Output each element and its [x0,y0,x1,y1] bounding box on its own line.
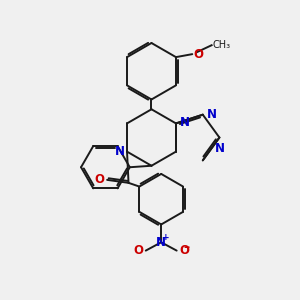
Text: N: N [115,145,125,158]
Text: O: O [179,244,189,257]
Text: O: O [94,173,104,186]
Text: N: N [156,236,166,249]
Text: N: N [180,116,190,129]
Text: N: N [214,142,224,155]
Text: N: N [207,108,217,121]
Text: –: – [183,241,189,254]
Text: O: O [134,244,143,257]
Text: O: O [193,48,203,61]
Text: CH₃: CH₃ [212,40,230,50]
Text: +: + [162,233,170,242]
